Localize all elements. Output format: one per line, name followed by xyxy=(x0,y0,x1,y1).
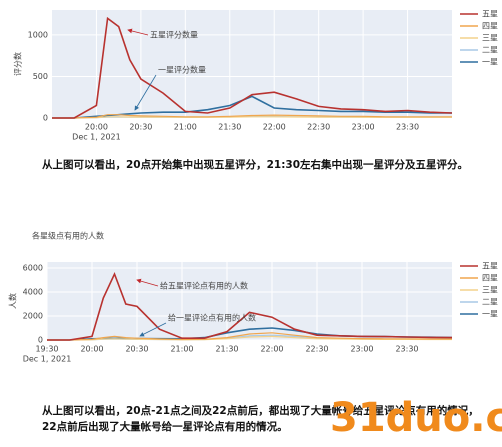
legend-label: 三星 xyxy=(482,286,498,295)
legend-label: 一星 xyxy=(482,58,498,67)
x-tick-label: 22:00 xyxy=(263,123,286,132)
paragraph: 22点前后出现了大量帐号给一星评论点有用的情况。 xyxy=(42,420,288,433)
legend-label: 五星 xyxy=(482,10,498,19)
x-tick-label: 22:00 xyxy=(260,345,283,354)
legend-label: 五星 xyxy=(482,262,498,271)
line-series xyxy=(52,114,452,119)
legend-label: 二星 xyxy=(482,46,498,55)
x-tick-label: 21:30 xyxy=(218,123,241,132)
x-tick-label: 23:30 xyxy=(396,123,419,132)
y-tick-label: 0 xyxy=(38,336,43,345)
x-tick-label: 20:30 xyxy=(129,123,152,132)
chart-title: 各星级点有用的人数 xyxy=(32,231,104,241)
annotation: 五星评分数量 xyxy=(150,30,198,40)
legend-label: 三星 xyxy=(482,34,498,43)
annotation-arrow xyxy=(134,74,157,111)
annotation: 一星评分数量 xyxy=(158,65,206,75)
x-tick-label: 21:00 xyxy=(170,345,193,354)
line-series xyxy=(47,335,452,341)
y-tick-label: 6000 xyxy=(23,264,43,273)
x-tick-label: 19:30 xyxy=(35,345,58,354)
x-tick-label: 20:00 xyxy=(80,345,103,354)
x-tick-label: 21:00 xyxy=(174,123,197,132)
annotation-arrow xyxy=(136,278,159,287)
x-tick-label: 23:00 xyxy=(350,345,373,354)
legend-label: 四星 xyxy=(482,274,498,283)
y-tick-label: 0 xyxy=(43,114,48,123)
x-tick-label: 23:30 xyxy=(395,345,418,354)
x-tick-label: 23:00 xyxy=(352,123,375,132)
annotation: 给五星评论点有用的人数 xyxy=(160,281,248,291)
y-tick-label: 500 xyxy=(33,72,48,81)
y-axis-label: 人数 xyxy=(8,293,18,309)
y-tick-label: 1000 xyxy=(28,30,48,39)
legend-label: 四星 xyxy=(482,22,498,31)
line-series xyxy=(52,116,452,119)
legend-label: 二星 xyxy=(482,298,498,307)
x-tick-label: 22:30 xyxy=(307,123,330,132)
x-tick-label: 21:30 xyxy=(215,345,238,354)
annotation-arrow xyxy=(127,28,149,36)
line-series xyxy=(47,271,453,341)
plot-area xyxy=(47,262,452,340)
y-tick-label: 2000 xyxy=(23,312,43,321)
paragraph: 从上图可以看出，20点-21点之间及22点前后，都出现了大量帐号给五星评论点有用… xyxy=(42,404,479,417)
x-tick-label: 20:00 xyxy=(85,123,108,132)
watermark: 31duo.com xyxy=(330,395,502,441)
x-date-label: Dec 1, 2021 xyxy=(72,133,121,142)
annotation-arrow xyxy=(139,322,167,337)
x-tick-label: 22:30 xyxy=(305,345,328,354)
plot-area xyxy=(52,10,452,118)
annotation: 给一星评论点有用的人数 xyxy=(168,313,256,323)
line-series xyxy=(52,16,453,119)
line-series xyxy=(47,332,452,341)
legend-label: 一星 xyxy=(482,310,498,319)
x-tick-label: 20:30 xyxy=(125,345,148,354)
x-date-label: Dec 1, 2021 xyxy=(23,355,72,364)
y-axis-label: 评分数 xyxy=(13,52,23,76)
paragraph: 从上图可以看出，20点开始集中出现五星评分，21:30左右集中出现一星评分及五星… xyxy=(42,158,468,171)
y-tick-label: 4000 xyxy=(23,288,43,297)
